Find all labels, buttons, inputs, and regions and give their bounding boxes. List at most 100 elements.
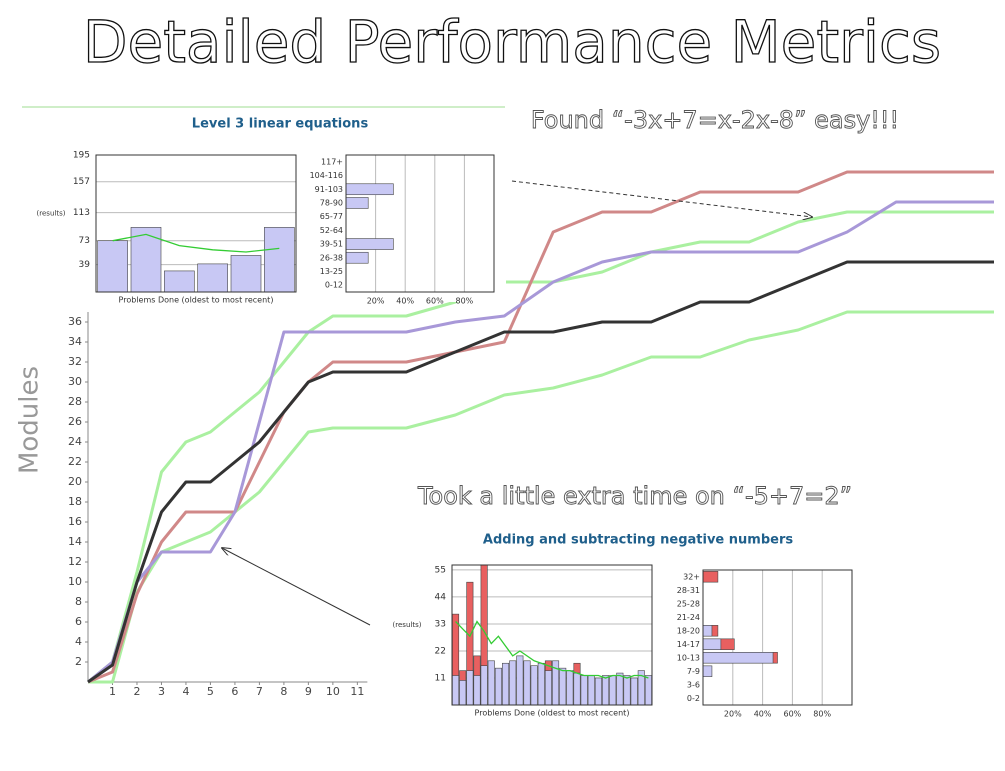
y-axis-label: Modules xyxy=(15,366,45,474)
y-tick-label: 73 xyxy=(79,236,90,246)
plot-frame xyxy=(451,564,653,706)
plot-area xyxy=(96,155,296,292)
x-tick-label: 3 xyxy=(158,685,165,698)
plot-area xyxy=(346,155,494,292)
bar xyxy=(197,263,228,293)
y-tick-label: 10 xyxy=(68,575,82,588)
bar xyxy=(602,675,610,706)
series-line xyxy=(455,620,649,679)
bar xyxy=(702,652,774,664)
y-tick-label: 26-38 xyxy=(320,253,343,262)
y-tick-label: 2 xyxy=(75,655,82,668)
bar xyxy=(623,675,631,706)
arrow xyxy=(511,180,812,217)
y-tick-label: 28 xyxy=(68,395,82,408)
y-tick-label: 14 xyxy=(68,535,82,548)
y-tick-label: 39 xyxy=(79,260,91,270)
y-tick-label: 14-17 xyxy=(677,640,700,649)
y-tick-label: 55 xyxy=(435,565,446,575)
y-tick-label: 10-13 xyxy=(677,653,700,662)
y-tick-label: 36 xyxy=(68,315,82,328)
bar xyxy=(480,665,488,706)
y-tick-label: 18 xyxy=(68,495,82,508)
y-tick-label: 0-2 xyxy=(687,694,700,703)
x-tick-label: 20% xyxy=(367,297,385,306)
bar xyxy=(594,677,602,706)
slide-title: Detailed Performance Metrics xyxy=(83,8,941,76)
plot-frame xyxy=(702,569,853,706)
y-tick-label: 104-116 xyxy=(310,171,343,180)
bar xyxy=(230,255,262,293)
y-tick-label: 78-90 xyxy=(320,198,343,207)
y-tick-label: 33 xyxy=(435,619,446,629)
bar xyxy=(130,227,162,293)
y-tick-label: 39-51 xyxy=(320,240,343,249)
bar xyxy=(573,672,581,706)
series-line xyxy=(88,310,994,684)
x-tick-label: 10 xyxy=(326,685,340,698)
x-tick-label: 60% xyxy=(426,297,444,306)
bar xyxy=(566,670,574,706)
x-tick-label: 20% xyxy=(724,710,742,719)
plot-area xyxy=(703,570,852,705)
y-tick-label: 8 xyxy=(75,595,82,608)
bar xyxy=(616,672,624,706)
bar xyxy=(164,270,195,293)
bar xyxy=(345,197,369,209)
y-tick-label: 7-9 xyxy=(687,667,700,676)
y-tick-label: 32+ xyxy=(683,572,700,581)
y-tick-label: 24 xyxy=(68,435,82,448)
bar xyxy=(702,665,713,677)
x-tick-label: 80% xyxy=(813,710,831,719)
bar xyxy=(644,675,652,706)
bar xyxy=(509,660,517,706)
bar xyxy=(530,665,538,706)
x-tick-label: 5 xyxy=(207,685,214,698)
series-line xyxy=(87,170,994,684)
y-tick-label: 44 xyxy=(435,592,447,602)
bar xyxy=(459,680,467,706)
series-line xyxy=(112,233,280,253)
bar xyxy=(345,183,394,196)
y-tick-label: 32 xyxy=(68,355,82,368)
bar xyxy=(559,667,567,706)
bar xyxy=(544,670,552,706)
y-tick-label: 0-12 xyxy=(325,281,343,290)
bar xyxy=(587,675,595,706)
y-tick-label: 4 xyxy=(75,635,82,648)
bar xyxy=(580,675,588,706)
y-tick-label: 113 xyxy=(73,208,90,218)
series-line xyxy=(87,260,994,684)
x-tick-label: 40% xyxy=(754,710,772,719)
y-tick-label: 18-20 xyxy=(677,626,700,635)
annotation: Found “-3x+7=x-2x-8” easy!!! xyxy=(531,106,899,134)
bar xyxy=(702,571,719,583)
chart-title: Adding and subtracting negative numbers xyxy=(483,533,793,548)
bar xyxy=(97,240,128,293)
x-axis-label: Problems Done (oldest to most recent) xyxy=(119,296,274,305)
bar xyxy=(609,675,617,706)
bar xyxy=(487,660,495,706)
plot-frame xyxy=(345,154,495,293)
y-tick-label: 157 xyxy=(73,177,90,187)
y-tick-label: 65-77 xyxy=(320,212,343,221)
y-tick-label: 30 xyxy=(68,375,82,388)
y-tick-label: 3-6 xyxy=(687,680,700,689)
x-axis-label: Problems Done (oldest to most recent) xyxy=(475,709,630,718)
x-tick-label: 1 xyxy=(109,685,116,698)
x-tick-label: 4 xyxy=(182,685,189,698)
bar xyxy=(537,662,545,706)
bar xyxy=(452,675,460,706)
series-line xyxy=(87,200,994,684)
bar xyxy=(345,251,369,264)
bar xyxy=(702,638,722,650)
bar xyxy=(264,227,295,293)
chart-title: Level 3 linear equations xyxy=(192,117,369,132)
bar xyxy=(473,675,481,706)
bar xyxy=(516,655,524,706)
y-tick-label: 28-31 xyxy=(677,586,700,595)
x-tick-label: 8 xyxy=(280,685,287,698)
bar xyxy=(494,667,502,706)
